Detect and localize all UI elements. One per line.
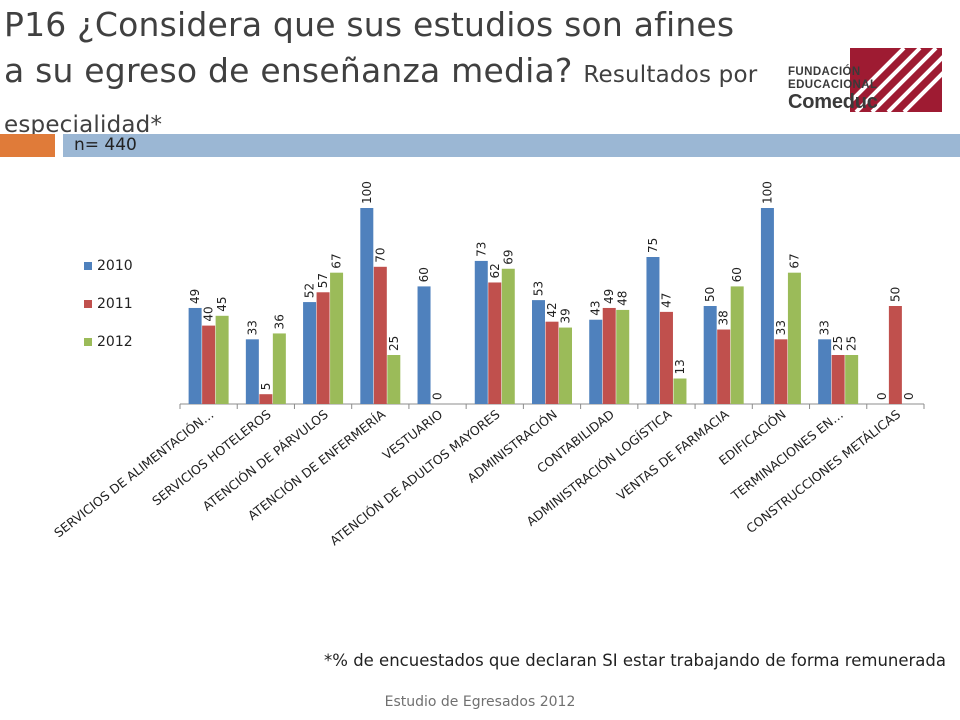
accent-band-orange	[0, 134, 55, 157]
data-label: 5	[259, 383, 273, 391]
bar-2010	[188, 307, 202, 404]
legend-label: 2011	[97, 296, 133, 312]
accent-band-blue	[63, 134, 960, 157]
sample-size: n= 440	[74, 135, 137, 155]
data-label: 13	[673, 359, 687, 374]
bar-2011	[259, 394, 273, 404]
legend-label: 2010	[97, 258, 133, 274]
bar-2011	[717, 329, 731, 404]
bar-2012	[215, 315, 229, 404]
logo-line-2: EDUCACIONAL	[788, 79, 878, 91]
bar-2011	[545, 321, 559, 404]
data-label: 73	[474, 242, 488, 257]
bar-2011	[316, 292, 330, 404]
data-label: 67	[787, 253, 801, 268]
bar-2011	[774, 339, 788, 404]
data-label: 49	[188, 289, 202, 304]
slide-title: P16 ¿Considera que sus estudios son afin…	[4, 2, 764, 148]
bar-2012	[787, 272, 801, 404]
data-label: 50	[888, 287, 902, 302]
data-label: 33	[774, 320, 788, 335]
bar-2012	[730, 286, 744, 404]
bar-2010	[360, 208, 374, 404]
data-label: 43	[589, 300, 603, 315]
bar-2010	[818, 339, 832, 404]
data-label: 0	[902, 392, 916, 400]
bar-2011	[831, 355, 845, 404]
logo-mark-icon	[850, 48, 942, 112]
data-label: 62	[488, 263, 502, 278]
title-text: P16 ¿Considera que sus estudios son afin…	[4, 5, 735, 90]
legend-swatch-2012	[84, 338, 92, 346]
bar-2011	[602, 307, 616, 404]
data-label: 45	[215, 297, 229, 312]
footnote: *% de encuestados que declaran SI estar …	[324, 651, 946, 670]
bar-2011	[659, 311, 673, 404]
bar-chart: 49 33 52 100 60 73 53 43 75 50 100 33 0 40 5 57 70 0 62 42 4…	[51, 181, 925, 548]
data-label: 60	[417, 267, 431, 282]
bar-2011	[202, 325, 216, 404]
bar-2010	[589, 319, 603, 404]
legend-swatch-2011	[84, 300, 92, 308]
logo-line-1: FUNDACIÓN	[788, 66, 861, 78]
bar-2010	[703, 306, 717, 404]
data-label: 25	[387, 336, 401, 351]
data-label: 57	[316, 273, 330, 288]
bar-2010	[532, 300, 545, 404]
data-label: 33	[818, 320, 832, 335]
data-label: 52	[303, 283, 317, 298]
legend-label: 2012	[97, 334, 133, 350]
bar-2012	[387, 355, 401, 404]
data-label: 25	[831, 336, 845, 351]
bar-2011	[888, 306, 902, 404]
data-label: 47	[659, 293, 673, 308]
logo-line-3: Comeduc	[788, 91, 878, 113]
data-label: 69	[501, 249, 515, 264]
bar-2012	[330, 272, 344, 404]
data-label: 67	[330, 253, 344, 268]
bar-2010	[303, 302, 317, 404]
footer-text: Estudio de Egresados 2012	[384, 694, 576, 710]
data-label: 53	[532, 281, 546, 296]
data-label: 40	[202, 306, 216, 321]
legend-swatch-2010	[84, 262, 92, 270]
bar-2012	[673, 378, 687, 404]
bar-2012	[616, 309, 630, 404]
data-label: 0	[875, 392, 889, 400]
data-label: 42	[545, 302, 559, 317]
bar-2010	[245, 339, 259, 404]
data-label: 50	[703, 287, 717, 302]
data-label: 60	[730, 267, 744, 282]
data-label: 100	[760, 181, 774, 204]
data-label: 38	[717, 310, 731, 325]
bar-2012	[559, 327, 572, 404]
bar-2010	[646, 257, 660, 404]
bar-2010	[474, 260, 488, 404]
data-label: 100	[360, 181, 374, 204]
bar-2010	[417, 286, 431, 404]
data-label: 49	[602, 289, 616, 304]
data-label: 36	[272, 314, 286, 329]
data-label: 33	[245, 320, 259, 335]
bar-2012	[272, 333, 286, 404]
bar-2010	[760, 208, 774, 404]
subtitle-text: Resultados por especialidad*	[4, 62, 758, 138]
comeduc-logo: FUNDACIÓN EDUCACIONAL Comeduc	[788, 48, 944, 124]
data-label: 70	[373, 248, 387, 263]
bar-2011	[373, 266, 387, 404]
bar-2012	[501, 268, 515, 404]
data-label: 25	[845, 336, 859, 351]
category-label: VENTAS DE FARMACIA	[614, 406, 732, 503]
bar-2011	[488, 282, 502, 404]
data-label: 75	[646, 238, 660, 253]
data-label: 48	[616, 291, 630, 306]
bar-2012	[845, 355, 859, 404]
data-label: 39	[559, 308, 573, 323]
data-label: 0	[431, 392, 445, 400]
